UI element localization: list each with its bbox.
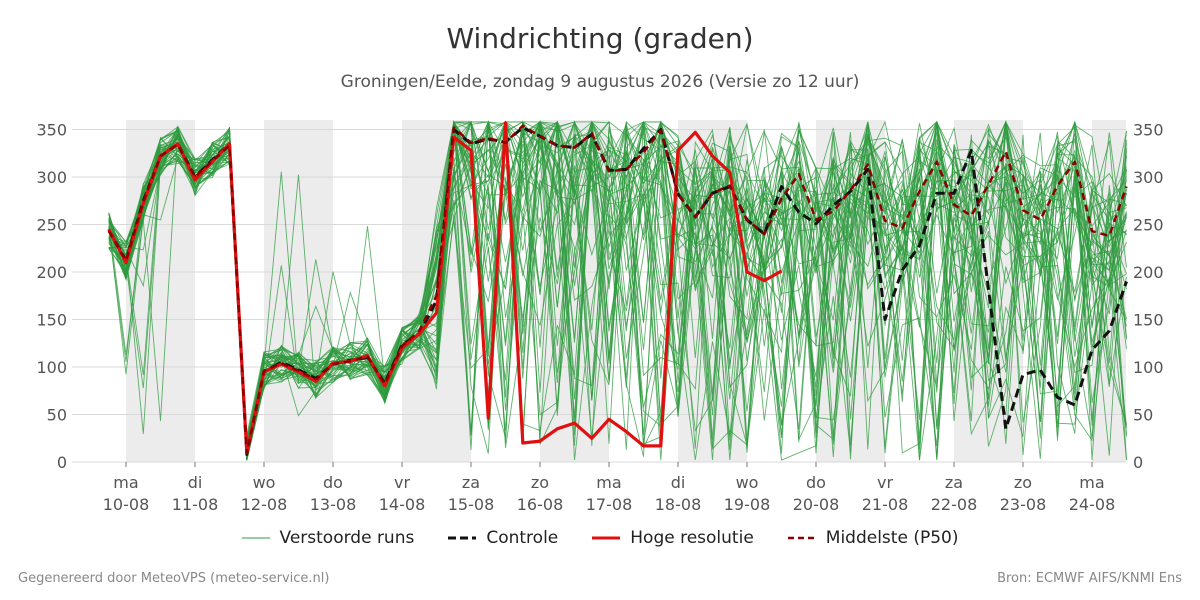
x-tick-day: vr xyxy=(877,473,893,492)
x-tick-day: ma xyxy=(1079,473,1104,492)
y-tick-label-right: 50 xyxy=(1133,406,1153,425)
x-tick-day: di xyxy=(188,473,203,492)
ensemble-run-line xyxy=(108,121,1127,446)
x-tick-date: 18-08 xyxy=(655,495,702,514)
legend-label-hires: Hoge resolutie xyxy=(630,528,754,548)
legend-swatch-hires xyxy=(592,536,621,540)
x-tick-day: wo xyxy=(253,473,276,492)
ensemble-run-line xyxy=(108,121,1127,461)
median-line xyxy=(107,124,1128,455)
x-tick-day: za xyxy=(462,473,480,492)
ensemble-run-line xyxy=(108,120,1127,456)
y-tick-label-right: 250 xyxy=(1133,216,1164,235)
footer-generated-by: Gegenereerd door MeteoVPS (meteo-service… xyxy=(18,571,330,586)
footer-source: Bron: ECMWF AIFS/KNMI Ens xyxy=(997,571,1182,586)
ensemble-run-line xyxy=(108,120,1127,461)
y-tick-label-right: 350 xyxy=(1133,121,1164,140)
legend-item-median: Middelste (P50) xyxy=(787,528,959,548)
day-shade-band xyxy=(264,120,333,462)
x-tick-date: 16-08 xyxy=(517,495,564,514)
x-tick-date: 17-08 xyxy=(586,495,633,514)
y-tick-label-left: 200 xyxy=(36,263,67,282)
legend-label-control: Controle xyxy=(486,528,559,548)
x-tick-day: zo xyxy=(1014,473,1032,492)
x-tick-day: za xyxy=(945,473,963,492)
x-tick-date: 21-08 xyxy=(862,495,909,514)
x-tick-day: do xyxy=(323,473,343,492)
x-tick-date: 22-08 xyxy=(931,495,978,514)
x-tick-day: zo xyxy=(531,473,549,492)
ensemble-runs xyxy=(108,120,1127,461)
y-tick-label-right: 300 xyxy=(1133,168,1164,187)
ensemble-run-line xyxy=(108,121,1127,461)
y-tick-label-left: 0 xyxy=(57,453,67,472)
x-tick-date: 10-08 xyxy=(103,495,150,514)
chart-title: Windrichting (graden) xyxy=(446,22,754,55)
y-tick-label-right: 150 xyxy=(1133,311,1164,330)
y-tick-label-left: 50 xyxy=(47,406,67,425)
main-series xyxy=(107,121,1128,456)
y-tick-label-left: 350 xyxy=(36,121,67,140)
y-tick-label-left: 250 xyxy=(36,216,67,235)
x-tick-day: vr xyxy=(394,473,410,492)
x-tick-date: 23-08 xyxy=(1000,495,1047,514)
x-tick-date: 14-08 xyxy=(379,495,426,514)
legend-label-median: Middelste (P50) xyxy=(825,528,959,548)
ensemble-run-line xyxy=(108,120,1127,450)
ensemble-run-line xyxy=(108,120,1127,448)
ensemble-run-line xyxy=(108,120,1127,454)
ensemble-run-line xyxy=(108,121,1127,461)
legend: Verstoorde runs Controle Hoge resolutie … xyxy=(0,528,1200,548)
x-tick-date: 11-08 xyxy=(172,495,219,514)
x-tick-date: 13-08 xyxy=(310,495,357,514)
ensemble-run-line xyxy=(108,120,1127,450)
ensemble-run-line xyxy=(108,120,1127,461)
hires-line xyxy=(107,121,783,455)
ensemble-run-line xyxy=(108,121,1127,450)
legend-swatch-control xyxy=(448,536,477,540)
legend-item-control: Controle xyxy=(448,528,558,548)
y-tick-label-left: 100 xyxy=(36,358,67,377)
legend-item-ensemble: Verstoorde runs xyxy=(241,528,415,548)
y-tick-label-right: 0 xyxy=(1133,453,1143,472)
legend-swatch-ensemble xyxy=(241,537,270,539)
y-tick-label-left: 300 xyxy=(36,168,67,187)
x-tick-date: 15-08 xyxy=(448,495,495,514)
x-tick-date: 20-08 xyxy=(793,495,840,514)
y-tick-label-right: 200 xyxy=(1133,263,1164,282)
legend-label-ensemble: Verstoorde runs xyxy=(279,528,415,548)
x-tick-day: di xyxy=(671,473,686,492)
y-tick-label-right: 100 xyxy=(1133,358,1164,377)
x-tick-day: wo xyxy=(736,473,759,492)
legend-item-hires: Hoge resolutie xyxy=(592,528,754,548)
y-tick-label-left: 150 xyxy=(36,311,67,330)
x-tick-date: 19-08 xyxy=(724,495,771,514)
x-tick-date: 12-08 xyxy=(241,495,288,514)
ensemble-run-line xyxy=(108,120,1127,461)
x-tick-day: do xyxy=(806,473,826,492)
ensemble-run-line xyxy=(108,120,1127,461)
axis-labels: 0 0 50 50 100 100 150 150 200 200 250 250 300 300 350 3… xyxy=(36,121,1163,515)
ensemble-run-line xyxy=(108,124,1127,456)
x-tick-date: 24-08 xyxy=(1069,495,1116,514)
x-tick-day: ma xyxy=(596,473,621,492)
chart-subtitle: Groningen/Eelde, zondag 9 augustus 2026 … xyxy=(340,72,860,92)
legend-swatch-median xyxy=(787,536,816,540)
x-tick-day: ma xyxy=(113,473,138,492)
